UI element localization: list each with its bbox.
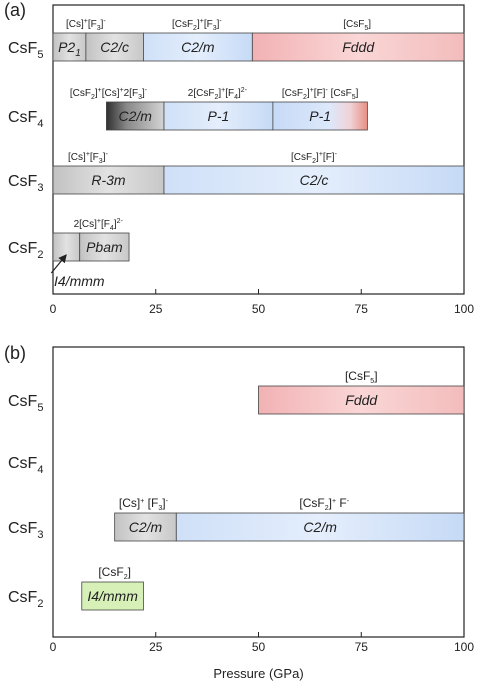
row-label-csf5: CsF5 [8, 393, 43, 414]
phase-label: I4/mmm [87, 588, 138, 604]
x-tick-label: 100 [454, 302, 474, 316]
phase-label: P-1 [309, 108, 331, 124]
phase-label: P-1 [208, 108, 230, 124]
ion-annotation: [Cs]+ [F3]- [119, 496, 169, 512]
phase-label: P21 [58, 39, 81, 59]
phase-label: C2/m [181, 39, 215, 55]
ion-annotation: 2[CsF2]+[F4]2- [188, 87, 248, 101]
row-label-csf3: CsF3 [8, 173, 43, 194]
phase-bar [81, 581, 144, 611]
x-tick-label: 75 [355, 302, 369, 316]
panel-label: (b) [4, 343, 26, 363]
phase-label: R-3m [91, 172, 126, 188]
phase-bar [143, 32, 253, 62]
phase-bar [52, 232, 81, 262]
x-tick-label: 50 [252, 640, 266, 654]
phase-bar [79, 232, 130, 262]
x-tick-label: 0 [50, 640, 57, 654]
phase-label: C2/m [303, 519, 337, 535]
ion-annotation: [Cs]+[F3]- [68, 151, 108, 165]
phase-bar [52, 32, 87, 62]
x-tick-label: 0 [50, 302, 57, 316]
ion-annotation: [CsF2]+[F3]- [172, 18, 222, 32]
panel-label: (a) [4, 0, 26, 20]
phase-label: C2/c [300, 172, 329, 188]
phase-bar [52, 165, 165, 195]
x-tick-label: 75 [355, 640, 369, 654]
ion-annotation: [CsF5] [343, 19, 371, 32]
phase-label: C2/m [118, 108, 152, 124]
ion-annotation: [CsF5] [345, 369, 378, 385]
phase-bar [163, 165, 465, 195]
phase-bar [85, 32, 144, 62]
ion-annotation: 2[Cs]+[F4]2- [74, 218, 124, 232]
callout-label: I4/mmm [54, 273, 105, 289]
x-tick-label: 25 [149, 302, 163, 316]
ion-annotation: [CsF2] [98, 565, 131, 581]
phase-bar [106, 101, 165, 131]
phase-label: Fddd [345, 392, 378, 408]
row-label-csf5: CsF5 [8, 40, 43, 61]
row-label-csf2: CsF2 [8, 589, 43, 610]
callout-arrow [50, 254, 67, 274]
x-tick-label: 50 [252, 302, 266, 316]
panel-a: (a) 0 25 50 75 100 CsF5 P21 C2/c C2/m Fddd CsF4 C2/m… [4, 0, 474, 316]
ion-annotation: [CsF2]+ F- [299, 496, 349, 512]
row-label-csf2: CsF2 [8, 240, 43, 261]
row-label-csf3: CsF3 [8, 520, 43, 541]
phase-bar [251, 32, 465, 62]
phase-label: C2/m [129, 519, 163, 535]
row-label-csf4: CsF4 [8, 109, 43, 130]
row-label-csf4: CsF4 [8, 455, 43, 476]
ion-annotation: [CsF2]+[F]- [291, 151, 338, 165]
phase-bar [175, 512, 465, 542]
ion-annotation: [CsF2]+[Cs]+2[F3]- [70, 87, 148, 101]
ion-annotation: [Cs]+[F3]- [66, 18, 106, 32]
x-tick-label: 100 [454, 640, 474, 654]
phase-label: C2/c [100, 39, 129, 55]
panel-b: (b) 0 25 50 75 100 Pressure (GPa) CsF5 Fddd CsF4 C… [4, 343, 474, 681]
phase-bar [272, 101, 368, 131]
x-tick-label: 25 [149, 640, 163, 654]
ion-annotation: [CsF2]+[F]- [CsF5] [282, 87, 359, 101]
phase-bar [258, 385, 465, 415]
phase-label: Pbam [86, 239, 123, 255]
phase-bar [114, 512, 177, 542]
x-axis-label: Pressure (GPa) [213, 666, 303, 681]
phase-label: Fddd [342, 39, 375, 55]
